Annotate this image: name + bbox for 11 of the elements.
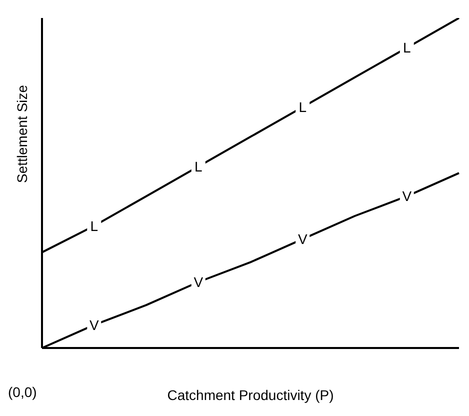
text: V (402, 188, 412, 204)
y-axis-title: Settlement Size (14, 84, 30, 183)
text: V (194, 274, 204, 290)
text: V (298, 231, 308, 248)
text: L (402, 40, 411, 56)
text: L (298, 99, 307, 116)
text: L (194, 158, 202, 174)
series-label: V (89, 316, 100, 333)
x-axis-title: Catchment Productivity (P) (167, 387, 334, 403)
series-label: L (90, 218, 98, 234)
text: (0,0) (8, 384, 37, 400)
